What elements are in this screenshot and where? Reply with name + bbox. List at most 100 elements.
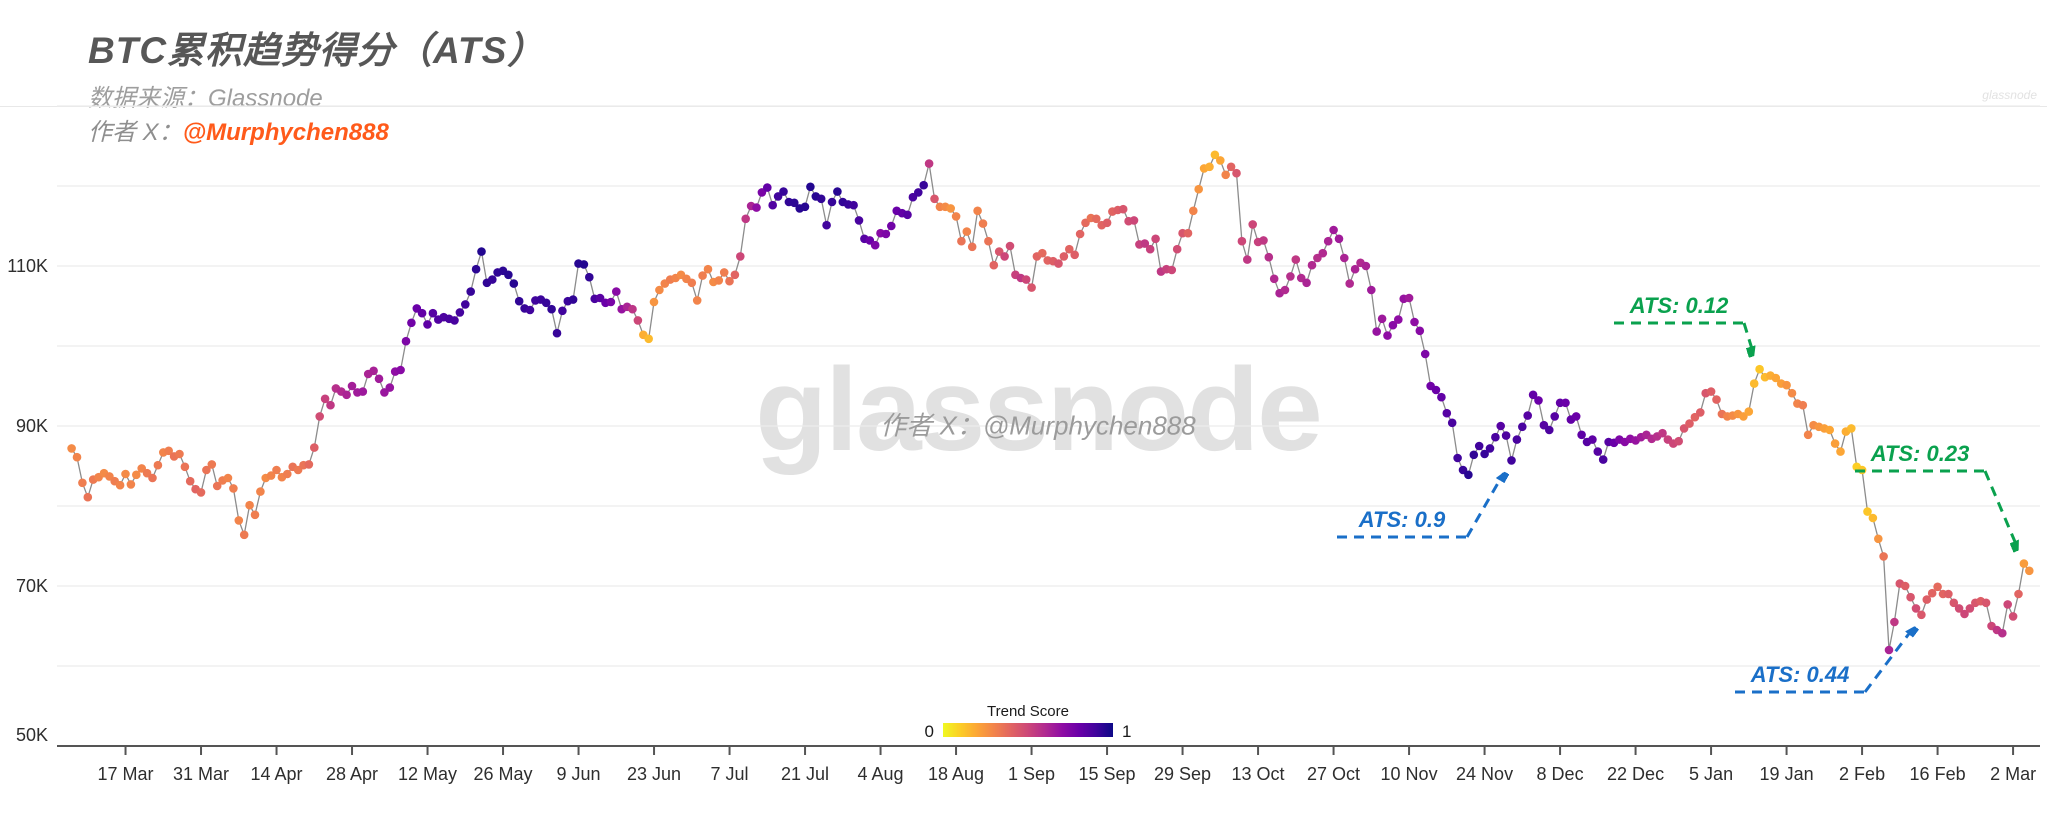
x-axis-label: 31 Mar bbox=[173, 764, 229, 784]
data-point bbox=[1280, 285, 1290, 295]
data-point bbox=[347, 381, 357, 391]
data-point bbox=[1825, 425, 1834, 435]
page-title: BTC累积趋势得分（ATS） bbox=[88, 30, 546, 71]
data-point bbox=[1264, 252, 1274, 262]
x-axis-label: 13 Oct bbox=[1232, 764, 1285, 784]
data-point bbox=[585, 272, 594, 282]
data-point bbox=[1512, 435, 1522, 444]
x-axis-label: 26 May bbox=[474, 764, 533, 784]
data-point bbox=[1221, 170, 1230, 180]
data-point bbox=[1501, 431, 1511, 440]
data-point bbox=[1307, 260, 1317, 270]
data-point bbox=[2003, 600, 2012, 609]
data-point bbox=[612, 287, 621, 296]
data-point bbox=[1469, 450, 1479, 460]
data-point bbox=[541, 298, 551, 308]
data-point bbox=[725, 276, 734, 286]
data-point bbox=[1922, 595, 1932, 604]
data-point bbox=[1960, 609, 1969, 619]
data-point bbox=[1863, 507, 1872, 516]
data-point bbox=[1205, 162, 1214, 172]
data-point bbox=[849, 200, 858, 210]
author-handle: @Murphychen888 bbox=[182, 119, 389, 146]
data-point bbox=[606, 297, 616, 307]
data-point bbox=[1302, 278, 1311, 288]
data-point bbox=[1189, 206, 1198, 216]
data-point bbox=[903, 210, 912, 220]
data-point bbox=[202, 465, 211, 475]
data-point bbox=[1593, 447, 1603, 456]
data-point bbox=[1021, 275, 1031, 284]
data-point bbox=[223, 473, 233, 483]
data-point bbox=[741, 214, 750, 224]
data-point bbox=[2025, 566, 2034, 576]
data-point bbox=[1183, 228, 1193, 238]
data-point bbox=[1410, 317, 1419, 327]
data-point bbox=[870, 240, 880, 250]
x-axis-label: 5 Jan bbox=[1689, 764, 1733, 784]
data-point bbox=[1847, 424, 1856, 433]
data-point bbox=[315, 412, 325, 421]
data-point bbox=[369, 366, 378, 376]
x-axis-label: 28 Apr bbox=[326, 764, 378, 784]
data-point bbox=[1377, 314, 1387, 324]
data-point bbox=[1782, 380, 1791, 390]
price-line bbox=[71, 154, 2030, 651]
data-point bbox=[234, 516, 244, 525]
data-point bbox=[768, 200, 777, 210]
data-point bbox=[1674, 436, 1683, 446]
data-point bbox=[1911, 604, 1921, 613]
data-point bbox=[180, 462, 190, 472]
data-point bbox=[1248, 220, 1257, 229]
data-point bbox=[978, 219, 988, 228]
x-axis-label: 7 Jul bbox=[711, 764, 749, 784]
y-axis-label: 90K bbox=[16, 416, 48, 436]
data-point bbox=[790, 198, 799, 208]
data-point bbox=[763, 183, 772, 192]
data-point bbox=[1496, 421, 1505, 431]
data-source-label: 数据来源：Glassnode bbox=[88, 85, 323, 112]
x-axis-label: 15 Sep bbox=[1079, 764, 1136, 784]
data-point bbox=[185, 476, 195, 486]
annotation-label: ATS: 0.23 bbox=[1870, 441, 1970, 466]
data-point bbox=[1550, 412, 1559, 421]
data-point bbox=[455, 308, 465, 317]
data-point bbox=[396, 365, 405, 375]
data-point bbox=[1361, 261, 1371, 271]
data-point bbox=[1944, 589, 1953, 599]
x-axis-label: 29 Sep bbox=[1154, 764, 1211, 784]
x-axis-label: 27 Oct bbox=[1307, 764, 1360, 784]
data-point bbox=[989, 260, 999, 270]
x-axis-label: 24 Nov bbox=[1456, 764, 1513, 784]
data-point bbox=[1890, 617, 1899, 627]
data-point bbox=[374, 374, 384, 384]
x-axis-label: 2 Feb bbox=[1839, 764, 1885, 784]
data-point bbox=[196, 488, 206, 497]
data-point bbox=[1577, 430, 1586, 440]
data-point bbox=[1561, 398, 1570, 408]
data-point bbox=[736, 252, 745, 261]
data-point bbox=[655, 285, 664, 295]
x-axis-label: 1 Sep bbox=[1008, 764, 1055, 784]
data-point bbox=[1787, 388, 1797, 398]
data-point bbox=[1118, 204, 1128, 214]
data-point bbox=[1102, 218, 1112, 228]
data-point bbox=[1350, 264, 1360, 274]
data-point bbox=[1216, 156, 1225, 165]
data-point bbox=[1129, 216, 1139, 225]
data-point bbox=[164, 446, 173, 456]
data-point bbox=[827, 197, 837, 207]
data-point bbox=[256, 487, 265, 496]
data-point bbox=[719, 268, 729, 277]
data-point bbox=[407, 318, 416, 328]
data-point bbox=[914, 188, 923, 197]
y-axis-label: 70K bbox=[16, 576, 48, 596]
data-point bbox=[1420, 349, 1430, 359]
data-point bbox=[1372, 327, 1381, 336]
data-point bbox=[358, 387, 368, 396]
data-point bbox=[1588, 435, 1597, 444]
data-point bbox=[2014, 589, 2023, 599]
data-point bbox=[687, 278, 697, 288]
data-point bbox=[1345, 279, 1354, 288]
data-point bbox=[1571, 412, 1581, 421]
